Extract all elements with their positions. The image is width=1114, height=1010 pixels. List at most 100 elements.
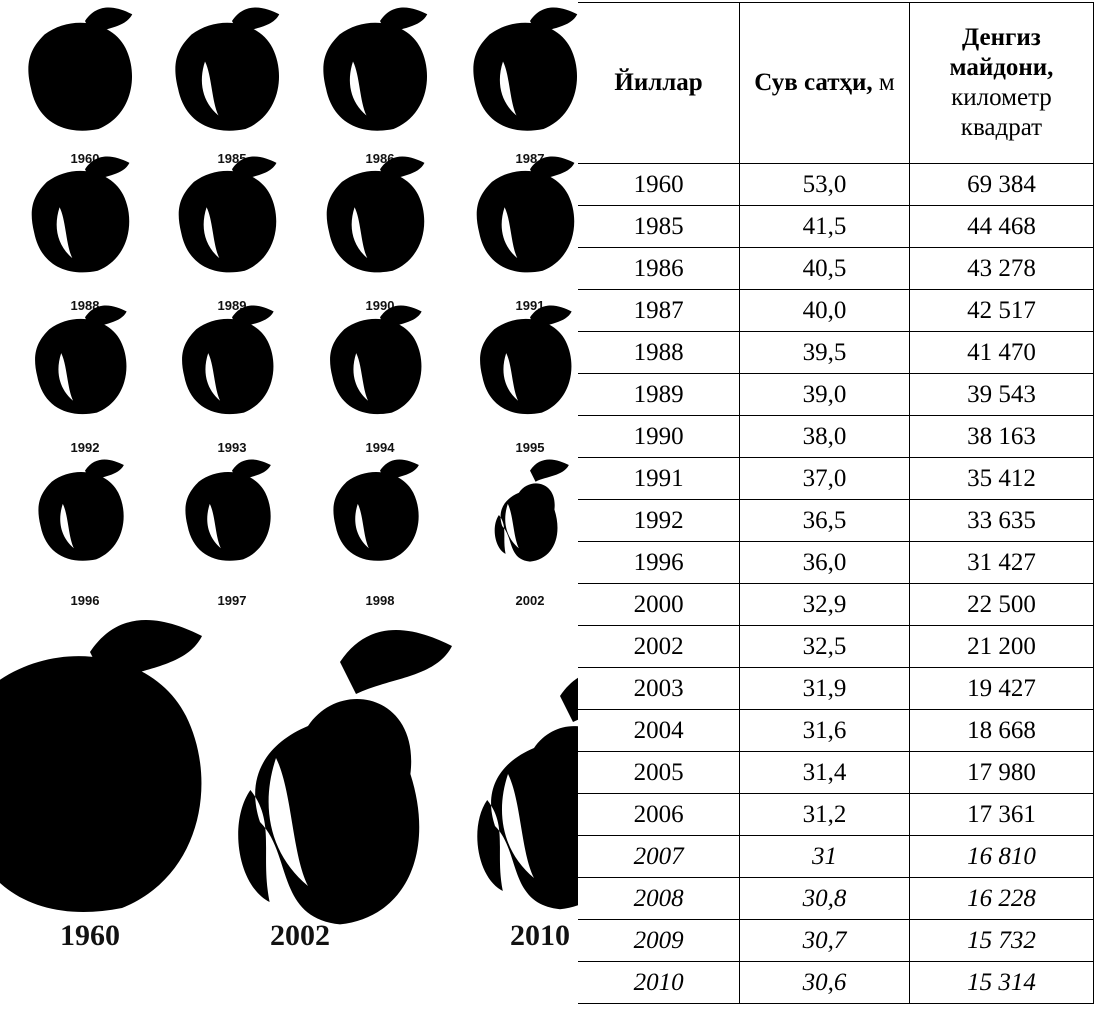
table-cell: 1987	[578, 290, 740, 332]
table-cell: 39,0	[740, 374, 910, 416]
sea-shape	[333, 460, 418, 561]
sea-body	[35, 319, 126, 414]
map-year-label: 1994	[366, 440, 396, 455]
sea-north	[340, 630, 452, 694]
table-cell: 17 361	[909, 794, 1093, 836]
table-cell: 1985	[578, 206, 740, 248]
table-cell: 39,5	[740, 332, 910, 374]
header-cell: Денгиз майдони, километр квадрат	[909, 3, 1093, 164]
table-cell: 31,4	[740, 752, 910, 794]
table-cell: 38 163	[909, 416, 1093, 458]
map-year-label-large: 1960	[60, 919, 120, 952]
table-cell: 40,5	[740, 248, 910, 290]
table-row: 200431,618 668	[578, 710, 1094, 752]
header-bold: Йиллар	[614, 69, 702, 96]
map-year-label-large: 2010	[510, 919, 570, 952]
map-panel: 1960198519861987198819891990199119921993…	[0, 0, 578, 1010]
sea-shape	[495, 460, 569, 562]
table-cell: 37,0	[740, 458, 910, 500]
header-bold: Сув сатҳи,	[754, 69, 872, 96]
sea-body	[0, 656, 201, 912]
sea-shape	[327, 157, 425, 273]
sea-shape	[238, 630, 452, 924]
map-year-label: 2002	[516, 593, 545, 608]
table-row: 20073116 810	[578, 836, 1094, 878]
table-cell: 22 500	[909, 584, 1093, 626]
table-cell: 2005	[578, 752, 740, 794]
table-cell: 41 470	[909, 332, 1093, 374]
header-cell: Йиллар	[578, 3, 740, 164]
table-cell: 44 468	[909, 206, 1093, 248]
sea-shape	[473, 7, 577, 130]
sea-body	[333, 472, 418, 561]
table-cell: 2007	[578, 836, 740, 878]
table-cell: 35 412	[909, 458, 1093, 500]
table-cell: 31	[740, 836, 910, 878]
table-cell: 42 517	[909, 290, 1093, 332]
map-year-label: 1997	[218, 593, 247, 608]
table-cell: 18 668	[909, 710, 1093, 752]
sea-body	[38, 472, 123, 561]
sea-shape	[38, 460, 123, 561]
table-cell: 43 278	[909, 248, 1093, 290]
sea-body	[495, 483, 558, 561]
sea-body	[480, 319, 571, 414]
map-year-label: 1996	[71, 593, 100, 608]
table-cell: 30,6	[740, 962, 910, 1004]
table-cell: 31,6	[740, 710, 910, 752]
table-cell: 19 427	[909, 668, 1093, 710]
table-cell: 2009	[578, 920, 740, 962]
sea-north	[530, 460, 569, 482]
sea-body	[175, 23, 279, 131]
sea-body	[179, 171, 277, 273]
table-cell: 2008	[578, 878, 740, 920]
table-cell: 2010	[578, 962, 740, 1004]
sea-shape	[179, 157, 277, 273]
table-cell: 1991	[578, 458, 740, 500]
table-cell: 1990	[578, 416, 740, 458]
table-row: 199636,031 427	[578, 542, 1094, 584]
sea-shape	[330, 306, 422, 415]
table-cell: 41,5	[740, 206, 910, 248]
table-cell: 30,7	[740, 920, 910, 962]
table-cell: 69 384	[909, 164, 1093, 206]
sea-north	[560, 670, 578, 722]
header-unit: километр квадрат	[951, 84, 1052, 141]
sea-body	[323, 23, 427, 131]
sea-body	[32, 171, 130, 273]
table-cell: 39 543	[909, 374, 1093, 416]
table-cell: 31 427	[909, 542, 1093, 584]
sea-body	[327, 171, 425, 273]
table-row: 199236,533 635	[578, 500, 1094, 542]
sea-body	[477, 171, 575, 273]
table-cell: 15 732	[909, 920, 1093, 962]
sea-shape	[182, 306, 274, 415]
map-year-label: 1998	[366, 593, 395, 608]
table-cell: 1996	[578, 542, 740, 584]
table-cell: 38,0	[740, 416, 910, 458]
map-year-label: 1993	[218, 440, 247, 455]
table-cell: 1986	[578, 248, 740, 290]
header-cell: Сув сатҳи, м	[740, 3, 910, 164]
table-cell: 2003	[578, 668, 740, 710]
table-row: 200930,715 732	[578, 920, 1094, 962]
sea-shape	[480, 306, 572, 415]
sea-shape	[477, 157, 575, 273]
table-cell: 1992	[578, 500, 740, 542]
map-year-label: 1992	[71, 440, 100, 455]
table-cell: 15 314	[909, 962, 1093, 1004]
sea-body	[330, 319, 421, 414]
table-cell: 17 980	[909, 752, 1093, 794]
sea-body	[182, 319, 273, 414]
sea-body	[28, 23, 132, 131]
